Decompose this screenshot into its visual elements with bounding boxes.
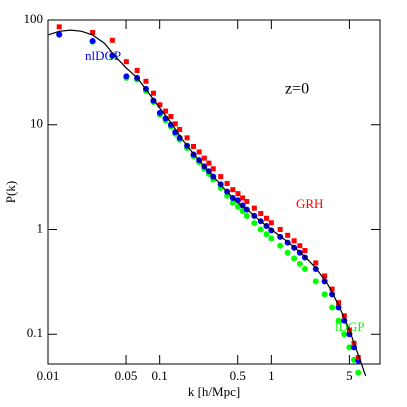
data-point (163, 108, 169, 114)
data-point (90, 29, 96, 35)
data-point (150, 90, 156, 96)
data-point (235, 203, 242, 210)
data-point (123, 59, 129, 65)
data-point (229, 199, 236, 206)
data-point (291, 238, 297, 244)
data-point (210, 166, 216, 172)
data-point (341, 313, 347, 319)
data-point (177, 127, 183, 133)
data-point (184, 135, 190, 141)
data-point (230, 187, 236, 193)
annotation: z=0 (285, 81, 309, 98)
data-point (335, 317, 342, 324)
data-point (322, 273, 328, 279)
series-label: GRH (296, 196, 323, 211)
data-point (157, 102, 163, 108)
data-point (302, 248, 308, 254)
data-point (251, 220, 258, 227)
data-point (251, 205, 257, 211)
series-label: nlDGP (85, 48, 121, 63)
data-point (355, 354, 361, 360)
data-point (235, 191, 241, 197)
data-point (143, 78, 149, 84)
data-point (218, 174, 224, 180)
data-point (312, 278, 319, 285)
data-point (336, 300, 342, 306)
x-tick-label: 0.05 (115, 368, 138, 383)
plot-frame (47, 19, 381, 365)
data-point (244, 199, 250, 205)
data-point (257, 226, 264, 233)
data-point (224, 180, 230, 186)
data-point (176, 134, 183, 141)
model-line (47, 29, 367, 377)
data-point (329, 304, 336, 311)
data-point (191, 143, 197, 149)
data-point (297, 243, 303, 249)
x-tick-label: 5 (346, 368, 353, 383)
data-point (134, 67, 140, 73)
data-point (263, 215, 269, 221)
data-point (291, 255, 298, 262)
data-point (301, 265, 308, 272)
data-point (277, 242, 284, 249)
x-tick-label: 1 (268, 368, 275, 383)
data-point (201, 155, 207, 161)
data-point (277, 227, 283, 233)
data-point (89, 38, 96, 45)
data-point (167, 121, 174, 128)
data-point (313, 260, 319, 266)
y-tick-label: 1 (37, 220, 44, 235)
y-tick-label: 0.1 (27, 325, 43, 340)
data-point (268, 235, 275, 242)
data-point (109, 37, 115, 43)
y-axis-label: P(k) (3, 181, 18, 203)
data-point (123, 73, 130, 80)
data-point (284, 249, 291, 256)
data-point (240, 195, 246, 201)
data-point (321, 291, 328, 298)
data-point (355, 369, 362, 376)
data-point (56, 31, 63, 38)
x-tick-label: 0.01 (37, 368, 60, 383)
data-point (156, 109, 163, 116)
data-point (172, 121, 178, 127)
data-point (296, 260, 303, 267)
data-point (346, 344, 353, 351)
data-point (268, 220, 274, 226)
data-point (341, 331, 348, 338)
y-tick-label: 100 (24, 11, 44, 26)
x-axis-label: k [h/Mpc] (188, 384, 240, 399)
data-point (263, 231, 270, 238)
x-tick-label: 0.1 (152, 368, 168, 383)
data-point (243, 212, 250, 219)
data-point (56, 24, 62, 30)
data-point (329, 286, 335, 292)
data-point (258, 211, 264, 217)
data-point (168, 113, 174, 119)
data-point (285, 232, 291, 238)
data-point (206, 160, 212, 166)
data-point (196, 149, 202, 155)
y-tick-label: 10 (30, 116, 43, 131)
x-tick-label: 0.5 (230, 368, 246, 383)
